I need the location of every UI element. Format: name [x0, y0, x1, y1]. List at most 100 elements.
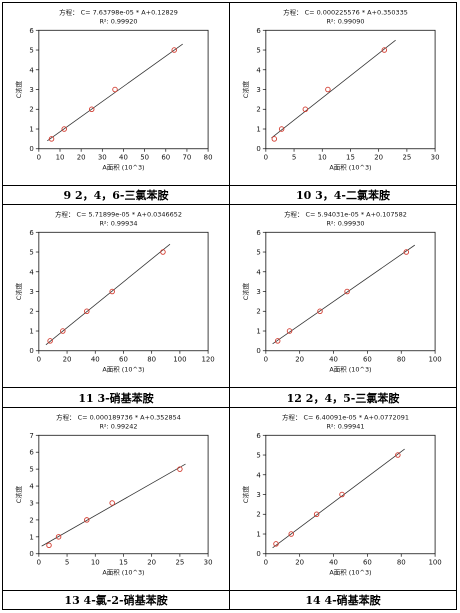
plot-cell: 方程： C= 0.000189736 * A+0.352854 R²: 0.992…: [2, 406, 230, 591]
y-tick-label: 1: [29, 328, 33, 336]
data-point: [60, 328, 66, 335]
data-point: [344, 289, 350, 295]
x-tick-label: 40: [91, 356, 100, 364]
y-tick-label: 2: [256, 308, 260, 316]
y-tick-label: 6: [256, 27, 260, 35]
x-tick-label: 60: [363, 356, 372, 364]
y-tick-label: 0: [29, 550, 33, 558]
plot-cell: 方程： C= 0.000225576 * A+0.350335 R²: 0.990…: [229, 1, 457, 187]
caption-10: 10 3，4-二氯苯胺: [229, 185, 457, 206]
r-squared-label: R²: 0.99920: [99, 17, 137, 25]
x-tick-label: 60: [161, 154, 170, 162]
y-tick-label: 0: [29, 348, 33, 356]
x-tick-label: 100: [428, 558, 441, 566]
y-tick-label: 3: [29, 288, 33, 296]
y-tick-label: 2: [29, 516, 33, 524]
r-squared-label: R²: 0.99934: [99, 220, 137, 228]
x-tick-label: 0: [37, 558, 41, 566]
equation-label: 方程： C= 7.63798e-05 * A+0.12829: [59, 7, 178, 16]
data-point: [61, 126, 67, 132]
y-tick-label: 3: [29, 499, 33, 507]
data-point: [84, 308, 90, 315]
y-axis-label: C浓度: [14, 283, 23, 301]
y-tick-label: 5: [29, 47, 33, 55]
x-axis-label: A面积 (10^3): [329, 163, 371, 172]
fit-line: [47, 43, 183, 142]
x-tick-label: 100: [173, 356, 186, 364]
x-axis-label: A面积 (10^3): [329, 365, 371, 374]
fit-line: [271, 39, 396, 139]
x-tick-label: 40: [329, 558, 338, 566]
data-point: [160, 249, 166, 256]
x-axis-label: A面积 (10^3): [102, 365, 144, 374]
y-tick-label: 3: [29, 86, 33, 94]
y-tick-label: 5: [256, 451, 260, 459]
y-tick-label: 4: [256, 471, 261, 479]
y-axis-label: C浓度: [241, 283, 250, 301]
y-tick-label: 4: [29, 269, 34, 277]
y-tick-label: 2: [256, 106, 260, 114]
data-point: [286, 328, 293, 335]
plot-cell: 方程： C= 5.71899e-05 * A+0.0346652 R²: 0.99…: [2, 204, 230, 389]
data-point: [325, 86, 331, 93]
y-tick-label: 0: [256, 348, 260, 356]
y-tick-label: 5: [29, 465, 33, 473]
x-tick-label: 80: [397, 558, 406, 566]
y-tick-label: 4: [29, 66, 34, 74]
x-tick-label: 20: [147, 558, 156, 566]
data-point: [271, 136, 278, 142]
y-tick-label: 0: [29, 145, 33, 153]
data-point: [55, 533, 62, 540]
y-tick-label: 1: [29, 533, 33, 541]
data-point: [47, 338, 53, 344]
y-axis-label: C浓度: [14, 485, 23, 503]
data-point: [88, 106, 95, 113]
x-tick-label: 120: [201, 356, 214, 364]
data-point: [273, 540, 279, 547]
fit-line: [272, 448, 405, 548]
x-tick-label: 60: [363, 558, 372, 566]
data-point: [313, 511, 320, 517]
x-tick-label: 10: [91, 558, 100, 566]
equation-label: 方程： C= 6.40091e-05 * A+0.0772091: [282, 412, 409, 421]
data-point: [112, 86, 118, 93]
data-point: [317, 308, 323, 315]
data-point: [109, 499, 115, 506]
x-tick-label: 10: [318, 154, 327, 162]
data-point: [403, 249, 410, 256]
x-tick-label: 30: [431, 154, 440, 162]
r-squared-label: R²: 0.99941: [326, 422, 364, 430]
y-tick-label: 2: [29, 106, 33, 114]
x-tick-label: 30: [98, 154, 107, 162]
data-point: [109, 289, 115, 295]
caption-11: 11 3-硝基苯胺: [2, 387, 230, 408]
data-point: [302, 106, 309, 113]
y-tick-label: 0: [256, 550, 260, 558]
x-axis-label: A面积 (10^3): [329, 567, 371, 576]
y-tick-label: 4: [256, 66, 261, 74]
y-tick-label: 5: [256, 47, 260, 55]
caption-9: 9 2，4，6-三氯苯胺: [2, 185, 230, 206]
data-point: [381, 47, 388, 53]
x-tick-label: 0: [37, 154, 41, 162]
y-tick-label: 3: [256, 288, 260, 296]
x-tick-label: 15: [346, 154, 355, 162]
x-tick-label: 70: [183, 154, 192, 162]
y-tick-label: 5: [256, 249, 260, 257]
data-point: [48, 136, 55, 142]
y-tick-label: 2: [256, 510, 260, 518]
y-tick-label: 4: [256, 269, 261, 277]
data-point: [46, 542, 52, 548]
fit-line: [272, 245, 416, 345]
x-axis-label: A面积 (10^3): [102, 163, 144, 172]
equation-label: 方程： C= 5.94031e-05 * A+0.107582: [284, 210, 407, 219]
equation-label: 方程： C= 0.000189736 * A+0.352854: [56, 412, 181, 421]
y-tick-label: 6: [29, 27, 33, 35]
plot-area-frame: [38, 434, 209, 554]
data-point: [177, 466, 183, 472]
y-tick-label: 1: [256, 126, 260, 134]
